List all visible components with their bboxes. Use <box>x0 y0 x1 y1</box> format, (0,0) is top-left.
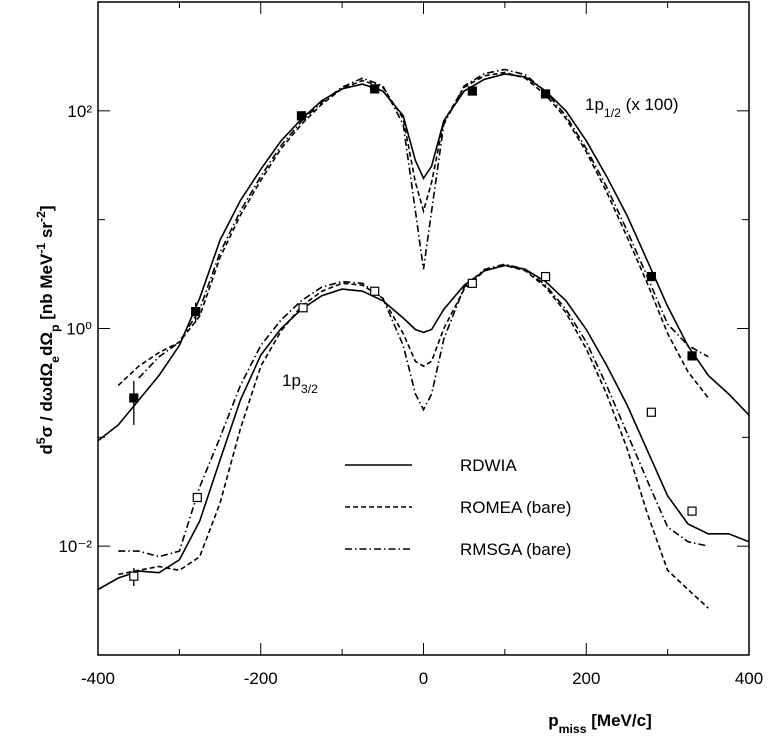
model-curve <box>118 263 709 558</box>
legend-label: RDWIA <box>460 456 517 475</box>
model-curve <box>138 68 709 379</box>
data-point <box>296 111 307 121</box>
y-axis-label: d5σ / dωdΩedΩp [nb MeV-1 sr-2] <box>34 205 62 454</box>
data-point <box>540 89 551 99</box>
legend-label: ROMEA (bare) <box>460 498 571 517</box>
data-point <box>646 271 656 282</box>
y-tick-label: 10⁻² <box>58 537 92 556</box>
text-part: 5 <box>34 437 48 444</box>
y-tick-label: 10⁰ <box>66 320 92 339</box>
data-point <box>370 286 380 296</box>
y-tick-label: 10² <box>67 102 92 121</box>
text-part: (x 100) <box>621 95 679 114</box>
text-part: [MeV/c] <box>587 711 652 730</box>
text-part: 3/2 <box>301 382 318 396</box>
data-point <box>467 86 477 96</box>
text-part: sr <box>37 222 56 243</box>
model-curve <box>97 264 750 591</box>
text-part: ] <box>37 205 56 211</box>
data-point <box>467 278 477 288</box>
model-curve <box>117 71 709 399</box>
data-point <box>540 271 551 282</box>
data-point <box>298 303 308 313</box>
x-tick-label: 200 <box>572 669 600 688</box>
x-axis-label: pmiss [MeV/c] <box>548 711 651 736</box>
x-tick-label: 0 <box>419 669 428 688</box>
data-point <box>370 84 380 94</box>
data-point <box>646 407 656 417</box>
data-point <box>687 506 697 516</box>
x-tick-label: -200 <box>244 669 278 688</box>
data-point <box>192 492 202 503</box>
text-part: 1p <box>585 95 604 114</box>
model-curve <box>97 73 750 442</box>
text-part: [nb MeV <box>37 253 56 324</box>
text-part: 1p <box>282 371 301 390</box>
x-tick-label: -400 <box>81 669 115 688</box>
text-part: σ / dωdΩ <box>37 363 56 438</box>
data-point <box>129 393 139 403</box>
text-part: miss <box>559 722 587 736</box>
data-point <box>191 306 201 317</box>
text-part: p <box>548 711 558 730</box>
annotation: 1p1/2 (x 100) <box>585 95 679 120</box>
model-curve <box>118 264 709 609</box>
data-point <box>687 351 697 361</box>
text-part: e <box>48 356 62 363</box>
text-part: p <box>48 325 62 332</box>
x-tick-label: 400 <box>735 669 763 688</box>
text-part: 1/2 <box>604 106 621 120</box>
annotation: 1p3/2 <box>282 371 318 396</box>
text-part: d <box>37 444 56 454</box>
text-part: -1 <box>34 243 48 254</box>
data-point <box>129 571 139 581</box>
text-part: -2 <box>34 211 48 222</box>
legend-label: RMSGA (bare) <box>460 540 571 559</box>
text-part: dΩ <box>37 332 56 356</box>
